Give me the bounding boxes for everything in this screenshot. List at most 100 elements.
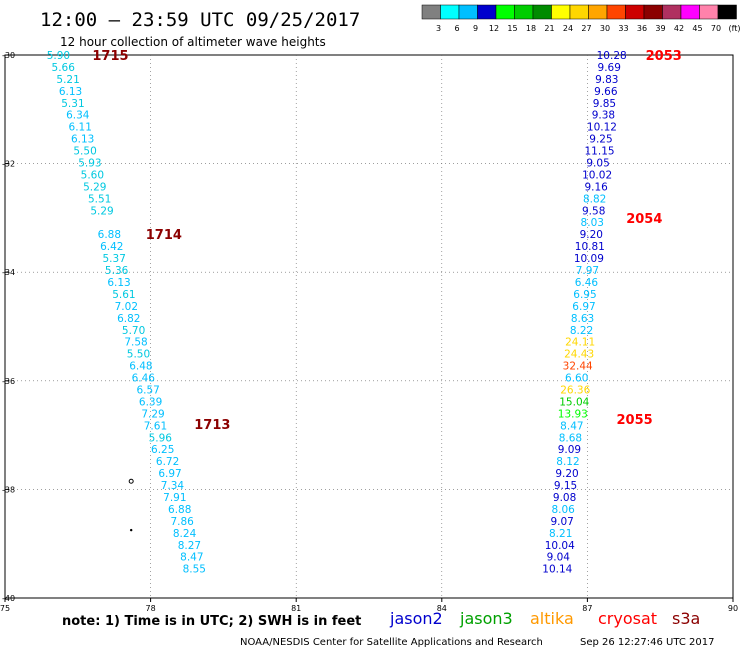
island-marker: [128, 478, 134, 484]
swh-value-cryosat: 10.81: [575, 241, 605, 253]
swh-value-cryosat: 8.03: [581, 217, 604, 229]
x-tick-label: 78: [146, 604, 156, 613]
pass-time-cryosat: 2054: [626, 212, 662, 227]
colorbar-label: 6: [454, 24, 459, 33]
swh-value-cryosat: 9.69: [598, 62, 621, 74]
colorbar-swatch: [458, 4, 478, 20]
pass-time-s3a: 1713: [194, 418, 230, 433]
swh-value-cryosat: 8.63: [571, 313, 594, 325]
swh-value-s3a: 7.02: [115, 301, 138, 313]
swh-value-cryosat: 9.25: [589, 134, 612, 146]
swh-value-cryosat: 10.04: [545, 540, 575, 552]
grid-lines: [5, 55, 733, 598]
pass-time-cryosat: 2053: [646, 49, 682, 64]
swh-value-cryosat: 9.20: [555, 468, 578, 480]
footer-credit: NOAA/NESDIS Center for Satellite Applica…: [240, 637, 543, 648]
swh-value-s3a: 7.61: [144, 420, 167, 432]
colorbar-swatch: [495, 4, 515, 20]
colorbar-label: 24: [563, 24, 573, 33]
legend-altika: altika: [530, 609, 574, 628]
footer-note: note: 1) Time is in UTC; 2) SWH is in fe…: [62, 614, 361, 629]
swh-value-s3a: 6.82: [117, 313, 140, 325]
island-marker: [129, 528, 133, 532]
colorbar-label: 36: [637, 24, 647, 33]
swh-value-s3a: 8.27: [178, 540, 201, 552]
colorbar-label: 70: [711, 24, 721, 33]
x-tick-label: 84: [437, 604, 447, 613]
colorbar-label: 33: [618, 24, 628, 33]
swh-value-s3a: 5.50: [73, 146, 96, 158]
swh-value-s3a: 5.29: [83, 181, 106, 193]
swh-value-cryosat: 9.38: [592, 110, 615, 122]
swh-value-cryosat: 8.47: [560, 420, 583, 432]
y-tick-label: -32: [2, 160, 15, 169]
x-axis-ticks: 75 78 81 84 87 90: [0, 598, 738, 613]
swh-value-cryosat: 24.11: [565, 337, 595, 349]
swh-value-cryosat: 8.12: [556, 456, 579, 468]
swh-value-cryosat: 9.05: [586, 158, 609, 170]
colorbar-swatch: [532, 4, 552, 20]
swh-value-s3a: 6.46: [132, 373, 156, 385]
swh-value-s3a: 6.88: [98, 229, 121, 241]
swh-value-cryosat: 9.16: [584, 181, 608, 193]
swh-value-cryosat: 9.04: [547, 552, 571, 564]
swh-value-cryosat: 11.15: [585, 146, 615, 158]
legend-jason2: jason2: [389, 609, 443, 628]
chart-title: 12:00 — 23:59 UTC 09/25/2017: [40, 9, 360, 31]
swh-value-s3a: 6.48: [129, 361, 152, 373]
swh-value-cryosat: 8.21: [549, 528, 572, 540]
swh-value-cryosat: 6.97: [572, 301, 595, 313]
swh-value-s3a: 7.58: [124, 337, 147, 349]
swh-value-cryosat: 7.97: [576, 265, 599, 277]
swh-value-s3a: 6.13: [59, 86, 82, 98]
swh-value-s3a: 5.60: [81, 169, 104, 181]
colorbar-label: 21: [544, 24, 554, 33]
swh-value-cryosat: 13.93: [558, 408, 588, 420]
colorbar-label: 39: [655, 24, 665, 33]
swh-value-cryosat: 9.07: [550, 516, 573, 528]
y-tick-label: -34: [2, 268, 15, 277]
swh-value-s3a: 6.13: [107, 277, 130, 289]
swh-value-s3a: 6.72: [156, 456, 179, 468]
swh-value-cryosat: 8.68: [559, 432, 582, 444]
colorbar-swatch: [625, 4, 645, 20]
land-markers: [128, 478, 134, 532]
data-points: 5.905.665.216.135.316.346.116.135.505.93…: [47, 50, 627, 576]
colorbar-label: 42: [674, 24, 684, 33]
swh-value-s3a: 5.50: [127, 349, 150, 361]
colorbar-label: 12: [489, 24, 499, 33]
colorbar-swatch: [569, 4, 589, 20]
swh-value-s3a: 6.39: [139, 396, 162, 408]
swh-value-s3a: 8.47: [180, 552, 203, 564]
swh-value-s3a: 5.90: [47, 50, 70, 62]
x-tick-label: 81: [291, 604, 301, 613]
legend-jason3: jason3: [459, 609, 513, 628]
x-tick-label: 90: [728, 604, 738, 613]
colorbar-label: 9: [473, 24, 478, 33]
swh-value-cryosat: 8.06: [551, 504, 575, 516]
swh-value-cryosat: 10.28: [597, 50, 627, 62]
swh-value-cryosat: 10.09: [574, 253, 604, 265]
swh-value-s3a: 6.25: [151, 444, 174, 456]
plot-frame: [4, 54, 734, 599]
swh-value-cryosat: 9.66: [594, 86, 618, 98]
swh-value-cryosat: 24.43: [564, 349, 594, 361]
swh-value-s3a: 5.36: [105, 265, 129, 277]
colorbar-swatch: [699, 4, 719, 20]
colorbar-label: 27: [581, 24, 591, 33]
swh-value-s3a: 7.91: [163, 492, 186, 504]
colorbar-swatch: [514, 4, 534, 20]
swh-value-cryosat: 9.58: [582, 205, 605, 217]
swh-value-s3a: 6.57: [136, 384, 159, 396]
swh-value-s3a: 8.24: [173, 528, 197, 540]
swh-value-s3a: 5.70: [122, 325, 145, 337]
swh-value-cryosat: 8.22: [570, 325, 593, 337]
swh-value-s3a: 5.31: [61, 98, 84, 110]
swh-value-s3a: 6.34: [66, 110, 90, 122]
swh-value-cryosat: 9.85: [593, 98, 616, 110]
colorbar-label: 18: [526, 24, 536, 33]
swh-value-cryosat: 6.60: [565, 373, 588, 385]
x-tick-label: 87: [582, 604, 592, 613]
colorbar-swatch: [421, 4, 441, 20]
